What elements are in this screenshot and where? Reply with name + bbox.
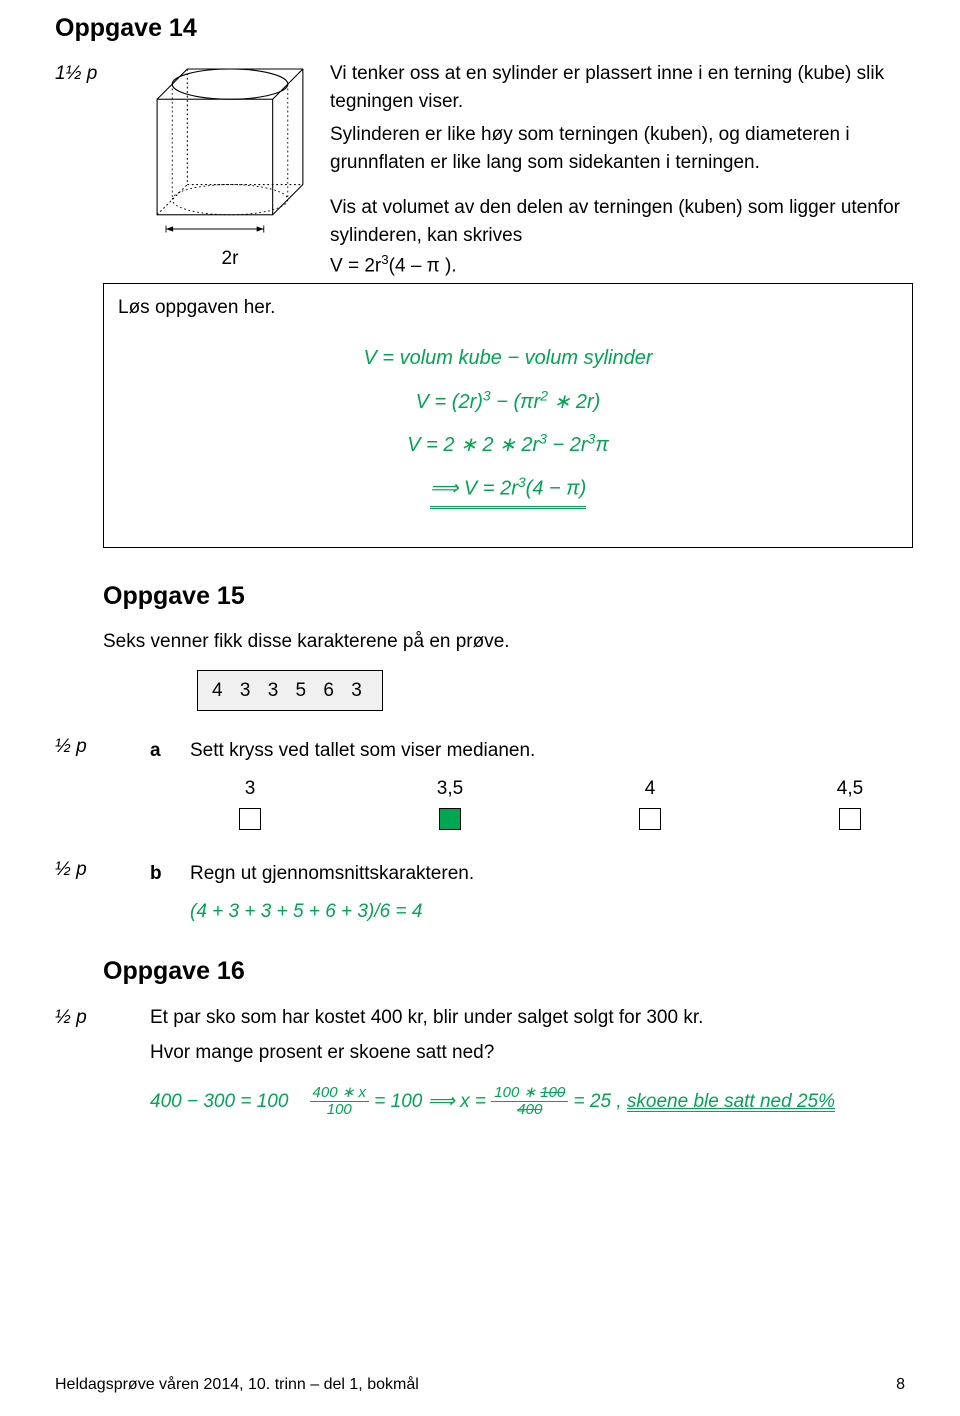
task14-p3b-sup: 3 (381, 252, 388, 267)
task16-sol-prefix: 400 − 300 = 100 (150, 1091, 288, 1112)
task14-p3a: Vis at volumet av den delen av terningen… (330, 197, 900, 246)
frac2-den: 400 (491, 1102, 568, 1119)
cube-figure: 2r (150, 60, 330, 279)
choice-1-label: 3,5 (420, 775, 480, 803)
choice-0-label: 3 (220, 775, 280, 803)
task14-solution-box: Løs oppgaven her. V = volum kube − volum… (103, 283, 913, 548)
choice-2-box[interactable] (639, 808, 661, 830)
sol1: V = volum kube − volum sylinder (104, 344, 912, 373)
task16-sol-answer: skoene ble satt ned 25% (627, 1091, 835, 1112)
task16-heading: Oppgave 16 (103, 953, 905, 989)
task15-b-points: ½ p (55, 859, 87, 880)
sol2: V = (2r)3 − (πr2 ∗ 2r) (104, 385, 912, 417)
task15-a-points: ½ p (55, 736, 87, 757)
task14-p3: Vis at volumet av den delen av terningen… (330, 194, 905, 279)
task14-p1: Vi tenker oss at en sylinder er plassert… (330, 60, 905, 115)
sol3: V = 2 ∗ 2 ∗ 2r3 − 2r3π (104, 429, 912, 461)
choice-1-box[interactable] (439, 808, 461, 830)
task16-l2: Hvor mange prosent er skoene satt ned? (150, 1039, 905, 1067)
task14-p2: Sylinderen er like høy som terningen (ku… (330, 121, 905, 176)
points-label: 1½ p (55, 63, 97, 84)
task16-row: ½ p Et par sko som har kostet 400 kr, bl… (55, 1004, 905, 1119)
choice-1[interactable]: 3,5 (420, 775, 480, 831)
task15-a-text: Sett kryss ved tallet som viser medianen… (190, 737, 905, 765)
footer-left: Heldagsprøve våren 2014, 10. trinn – del… (55, 1373, 419, 1396)
choice-0[interactable]: 3 (220, 775, 280, 831)
task15-b-text: Regn ut gjennomsnittskarakteren. (190, 860, 905, 888)
task16-sol: 400 − 300 = 100 400 ∗ x 100 = 100 ⟹ x = … (150, 1085, 905, 1119)
task16-sol-mid: = 100 ⟹ x = (374, 1091, 491, 1112)
task14-p3b-suf: (4 – π ). (389, 255, 457, 276)
cube-cylinder-svg (150, 60, 310, 238)
task16-l1: Et par sko som har kostet 400 kr, blir u… (150, 1004, 905, 1032)
task15-b-letter: b (150, 860, 190, 925)
task14-row1: 1½ p (55, 60, 905, 279)
task15-heading: Oppgave 15 (103, 578, 905, 614)
task14-text: Vi tenker oss at en sylinder er plassert… (330, 60, 905, 279)
task14-p3b-pre: V = 2r (330, 255, 381, 276)
task15-intro: Seks venner fikk disse karakterene på en… (103, 628, 905, 656)
grades-box: 4 3 3 5 6 3 (197, 670, 383, 712)
task14-heading: Oppgave 14 (55, 10, 905, 46)
frac1-den: 100 (310, 1102, 369, 1119)
task14-points: 1½ p (55, 60, 150, 279)
frac1: 400 ∗ x 100 (310, 1085, 369, 1119)
choice-0-box[interactable] (239, 808, 261, 830)
choice-2[interactable]: 4 (620, 775, 680, 831)
choice-2-label: 4 (620, 775, 680, 803)
task16-points: ½ p (55, 1007, 87, 1028)
choice-3-label: 4,5 (820, 775, 880, 803)
task15-b-sol: (4 + 3 + 3 + 5 + 6 + 3)/6 = 4 (190, 898, 905, 926)
frac2-num: 100 ∗ 100 (491, 1085, 568, 1103)
median-choices: 3 3,5 4 4,5 (220, 775, 905, 831)
frac1-num: 400 ∗ x (310, 1085, 369, 1103)
footer-right: 8 (896, 1373, 905, 1396)
sol4: ⟹ V = 2r3(4 − π) (104, 472, 912, 509)
task16-sol-eq: = 25 , (574, 1091, 627, 1112)
r-label: 2r (150, 245, 310, 273)
choice-3[interactable]: 4,5 (820, 775, 880, 831)
page-footer: Heldagsprøve våren 2014, 10. trinn – del… (55, 1373, 905, 1396)
choice-3-box[interactable] (839, 808, 861, 830)
solve-label: Løs oppgaven her. (104, 294, 912, 332)
task15-b-row: ½ p b Regn ut gjennomsnittskarakteren. (… (55, 856, 905, 925)
task15-a-letter: a (150, 737, 190, 765)
frac2: 100 ∗ 100 400 (491, 1085, 568, 1119)
task15-a-row: ½ p a Sett kryss ved tallet som viser me… (55, 733, 905, 765)
